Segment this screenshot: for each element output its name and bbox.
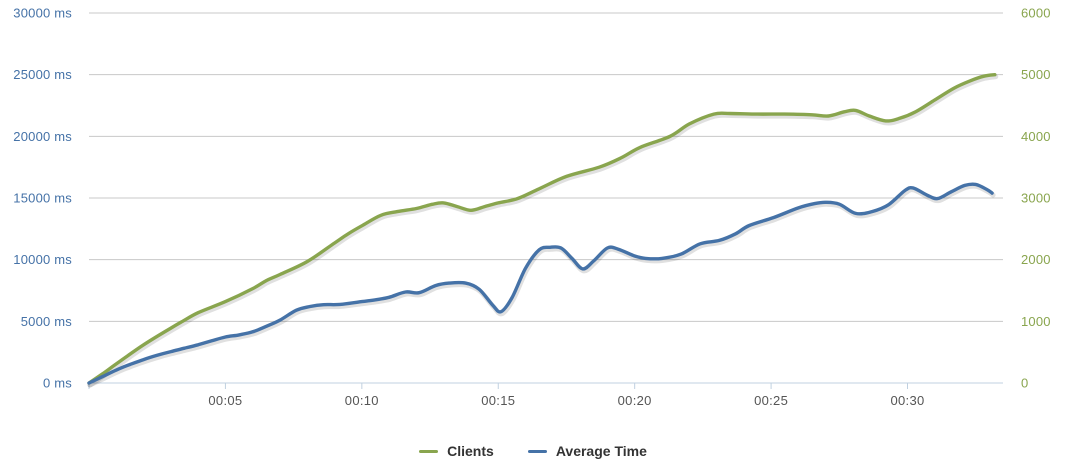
right-axis-label: 2000 xyxy=(1021,252,1051,267)
right-axis-label: 1000 xyxy=(1021,314,1051,329)
average-time-series-swatch-icon xyxy=(527,449,547,453)
left-axis-label: 30000 ms xyxy=(13,6,72,21)
x-axis-label: 00:30 xyxy=(890,393,924,408)
clients-series-line xyxy=(87,73,997,385)
right-axis-label: 5000 xyxy=(1021,67,1051,82)
left-axis-label: 10000 ms xyxy=(13,252,72,267)
x-axis-label: 00:20 xyxy=(618,393,652,408)
left-axis-label: 20000 ms xyxy=(13,129,72,144)
x-axis-label: 00:10 xyxy=(345,393,379,408)
x-axis-label: 00:15 xyxy=(481,393,515,408)
right-axis-label: 0 xyxy=(1021,376,1028,391)
average-time-line-shadow xyxy=(87,183,996,388)
legend-item-clients[interactable]: Clients xyxy=(419,443,494,459)
right-axis-label: 3000 xyxy=(1021,191,1051,206)
right-axis-label: 6000 xyxy=(1021,6,1051,21)
left-axis-label: 5000 ms xyxy=(21,314,73,329)
clients-series-swatch-icon xyxy=(419,449,439,453)
legend-label-average-time: Average Time xyxy=(555,443,647,459)
right-axis-label: 4000 xyxy=(1021,129,1051,144)
chart-legend: Clients Average Time xyxy=(0,440,1066,462)
x-axis-label: 00:05 xyxy=(208,393,242,408)
x-axis-label: 00:25 xyxy=(754,393,788,408)
legend-label-clients: Clients xyxy=(447,443,494,459)
left-axis-label: 25000 ms xyxy=(13,67,72,82)
legend-item-average-time[interactable]: Average Time xyxy=(527,443,647,459)
left-axis-label: 0 ms xyxy=(43,376,72,391)
average-time-series-line xyxy=(87,182,994,385)
left-axis-label: 15000 ms xyxy=(13,191,72,206)
